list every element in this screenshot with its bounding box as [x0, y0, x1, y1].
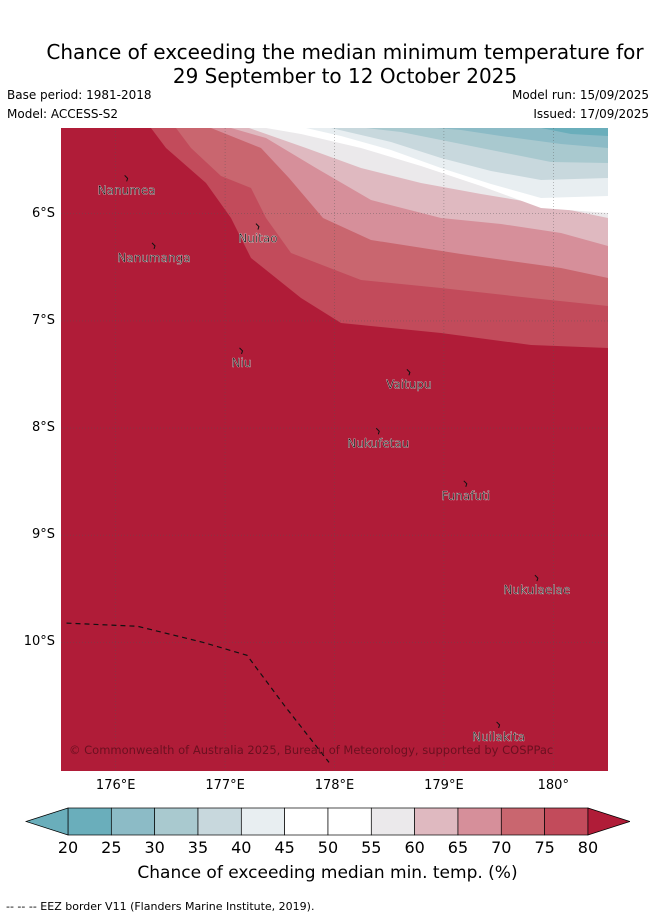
island-marker-2	[151, 242, 156, 250]
island-label-1: Nuitao	[238, 232, 277, 246]
model-name: Model: ACCESS-S2	[7, 107, 119, 121]
colorbar-swatch-1	[110, 807, 156, 836]
colorbar-swatch-8	[414, 807, 459, 836]
island-label-7: Nukulaelae	[503, 583, 570, 597]
island-marker-7	[534, 574, 539, 582]
colorbar-swatch-2	[154, 807, 199, 836]
latitude-label-2: 8°S	[31, 420, 55, 436]
map-title: Chance of exceeding the median minimum t…	[0, 40, 655, 88]
band-25-30	[436, 128, 608, 148]
title-line-1: Chance of exceeding the median minimum t…	[46, 40, 644, 64]
probability-map: Nanumea Nuitao Nanumanga Niu Vaitupu Nukufeta…	[61, 128, 608, 771]
island-label-8: Nuilakita	[472, 730, 525, 744]
colorbar-tick-12: 80	[577, 838, 599, 857]
colorbar-swatch-11	[544, 807, 589, 836]
island-marker-1	[255, 223, 260, 230]
colorbar-tick-0: 20	[57, 838, 79, 857]
latitude-label-4: 10°S	[23, 634, 55, 650]
longitude-label-4: 180°	[537, 778, 569, 793]
colorbar-swatch-6	[327, 807, 372, 836]
island-label-0: Nanumea	[98, 183, 156, 197]
island-marker-0	[124, 175, 129, 182]
colorbar-swatch-0	[67, 807, 112, 836]
eez-legend-note: -- -- -- EEZ border V11 (Flanders Marine…	[6, 900, 315, 913]
colorbar-tick-7: 55	[361, 838, 382, 857]
colorbar-tick-6: 50	[317, 838, 339, 857]
colorbar-tick-1: 25	[101, 838, 122, 857]
island-marker-4	[406, 368, 411, 376]
colorbar	[25, 807, 630, 836]
colorbar-swatch-4	[240, 807, 286, 836]
copyright-notice: © Commonwealth of Australia 2025, Bureau…	[69, 743, 553, 757]
island-marker-5	[375, 427, 380, 435]
colorbar-swatch-7	[370, 807, 415, 836]
longitude-label-3: 179°E	[424, 778, 464, 793]
colorbar-tick-4: 40	[231, 838, 252, 857]
island-marker-8	[496, 721, 501, 729]
colorbar-swatch-9	[457, 807, 502, 836]
colorbar-extend-low	[25, 807, 69, 836]
longitude-label-1: 177°E	[205, 778, 245, 793]
colorbar-swatch-3	[197, 807, 242, 836]
latitude-label-1: 7°S	[31, 312, 55, 328]
island-label-5: Nukufetau	[347, 436, 409, 450]
colorbar-tick-8: 60	[404, 838, 425, 857]
colorbar-tick-10: 70	[491, 838, 512, 857]
colorbar-tick-3: 35	[187, 838, 209, 857]
longitude-label-2: 178°E	[314, 778, 355, 793]
island-labels: Nanumea Nuitao Nanumanga Niu Vaitupu Nukufeta…	[98, 175, 571, 744]
colorbar-tick-2: 30	[144, 838, 165, 857]
colorbar-swatch-5	[284, 807, 329, 836]
contour-bands	[151, 128, 608, 348]
colorbar-tick-5: 45	[274, 838, 295, 857]
island-label-4: Vaitupu	[386, 377, 432, 391]
colorbar-tick-9: 65	[447, 838, 469, 857]
latitude-label-0: 6°S	[31, 205, 55, 221]
island-label-6: Funafuti	[441, 489, 490, 503]
island-label-2: Nanumanga	[117, 251, 190, 265]
issued-date: Issued: 17/09/2025	[533, 107, 649, 121]
latitude-label-3: 9°S	[31, 527, 55, 543]
graticule	[61, 128, 608, 771]
base-period: Base period: 1981-2018	[7, 88, 152, 102]
colorbar-tick-11: 75	[534, 838, 555, 857]
island-marker-3	[239, 347, 244, 355]
island-marker-6	[463, 480, 468, 487]
colorbar-extend-high	[587, 807, 630, 836]
model-run: Model run: 15/09/2025	[511, 88, 649, 102]
colorbar-label: Chance of exceeding median min. temp. (%…	[137, 863, 518, 883]
longitude-label-0: 176°E	[95, 778, 136, 793]
colorbar-swatch-10	[500, 807, 545, 836]
island-label-3: Niu	[232, 356, 252, 370]
title-line-2: 29 September to 12 October 2025	[172, 64, 518, 88]
band-20-25	[541, 128, 608, 136]
